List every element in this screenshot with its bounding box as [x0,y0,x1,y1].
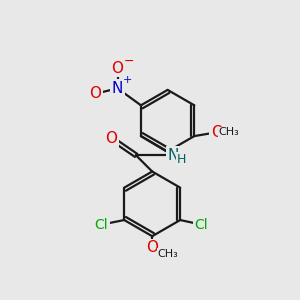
Text: O: O [146,240,158,255]
Text: N: N [112,81,123,96]
Text: CH₃: CH₃ [157,249,178,259]
Text: Cl: Cl [94,218,108,232]
Text: O: O [105,131,117,146]
Text: H: H [177,153,186,166]
Text: +: + [123,75,132,85]
Text: O: O [89,86,101,101]
Text: N: N [167,148,179,163]
Text: O: O [211,125,223,140]
Text: O: O [112,61,124,76]
Text: Cl: Cl [195,218,208,232]
Text: CH₃: CH₃ [219,127,240,137]
Text: −: − [124,55,134,68]
